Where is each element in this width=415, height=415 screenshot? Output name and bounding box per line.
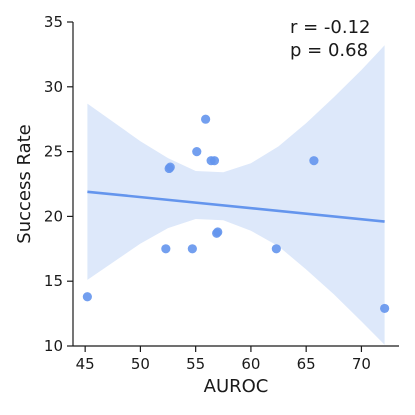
data-point [82, 292, 92, 302]
data-point [213, 227, 223, 237]
x-axis-ticks: 45 50 55 60 65 70 [76, 346, 371, 373]
y-tick-label: 20 [44, 207, 63, 225]
confidence-band [87, 45, 385, 345]
data-point [165, 162, 175, 172]
y-tick-label: 30 [44, 78, 63, 96]
x-axis-label: AUROC [204, 376, 269, 397]
correlation-r-annotation: r = -0.12 [290, 17, 371, 38]
data-point [192, 147, 202, 157]
data-point [271, 244, 281, 254]
y-tick-label: 35 [44, 13, 63, 31]
y-tick-label: 10 [44, 337, 63, 355]
x-tick-label: 55 [186, 355, 205, 373]
y-axis-label: Success Rate [14, 124, 35, 243]
y-tick-label: 25 [44, 143, 63, 161]
x-tick-label: 60 [241, 355, 260, 373]
data-point [161, 244, 171, 254]
data-point [209, 156, 220, 166]
data-point [380, 303, 390, 314]
x-tick-label: 50 [131, 355, 150, 373]
x-tick-label: 65 [297, 355, 316, 373]
x-tick-label: 45 [76, 355, 95, 373]
y-axis-ticks: 10 15 20 25 30 35 [44, 13, 73, 355]
data-point [187, 244, 197, 254]
y-tick-label: 15 [44, 272, 63, 290]
p-value-annotation: p = 0.68 [290, 40, 368, 61]
regression-line [87, 190, 385, 223]
data-points [82, 114, 390, 314]
x-tick-label: 70 [352, 355, 371, 373]
data-point [309, 156, 319, 166]
data-point [201, 114, 211, 124]
